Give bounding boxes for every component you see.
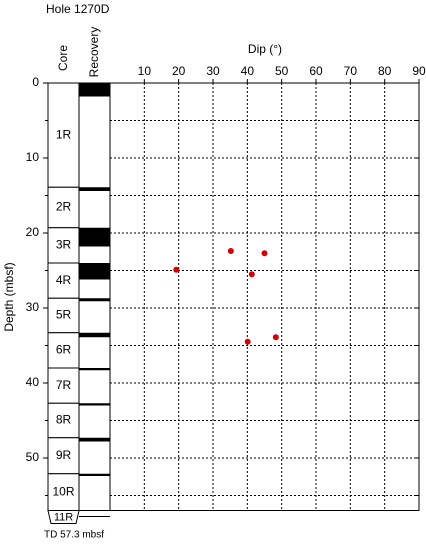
core-label: 1R [56, 127, 72, 141]
recovery-interval [79, 298, 110, 302]
y-tick-label: 50 [26, 450, 40, 464]
recovery-interval [79, 368, 110, 371]
dip-point [248, 271, 255, 278]
core [47, 510, 80, 524]
core [47, 332, 80, 369]
core-label: 4R [56, 273, 72, 287]
recovery-interval [79, 332, 110, 338]
x-tick-label: 30 [206, 64, 220, 78]
dip-point [173, 266, 180, 273]
x-tick-label: 80 [378, 64, 392, 78]
y-tick-label: 0 [32, 75, 39, 89]
dip-point [244, 338, 251, 345]
x-tick-label: 60 [309, 64, 323, 78]
recovery-column [78, 82, 111, 511]
x-tick-label: 40 [241, 64, 255, 78]
y-axis-label: Depth (mbsf) [2, 262, 16, 331]
core-label: 6R [56, 343, 72, 357]
core-label: 9R [56, 448, 72, 462]
core-label: 10R [52, 484, 74, 498]
y-tick-label: 20 [26, 225, 40, 239]
core-label: 5R [56, 308, 72, 322]
core [47, 473, 80, 511]
core [47, 82, 80, 188]
x-axis-label: Dip (°) [248, 42, 282, 56]
x-tick-label: 10 [138, 64, 152, 78]
plot-frame [109, 82, 420, 511]
core [47, 186, 80, 229]
dip-point [272, 334, 279, 341]
core-label: 3R [56, 238, 72, 252]
recovery-interval [79, 83, 110, 97]
note: TD 57.3 mbsf [44, 530, 104, 541]
recovery-interval [79, 187, 110, 191]
recovery-interval [79, 263, 110, 280]
x-tick-label: 90 [412, 64, 426, 78]
x-tick-label: 70 [344, 64, 358, 78]
core-label: 2R [56, 200, 72, 214]
dip-point [261, 250, 268, 257]
core-header: Core [56, 45, 70, 71]
recovery-interval [79, 473, 110, 476]
recovery-header: Recovery [87, 27, 101, 78]
y-tick-label: 30 [26, 300, 40, 314]
x-tick-label: 20 [172, 64, 186, 78]
dip-point [227, 248, 234, 254]
core-label: 8R [56, 413, 72, 427]
core-label: 7R [56, 378, 72, 392]
core-label: 11R [54, 511, 73, 523]
y-tick-label: 10 [26, 150, 40, 164]
x-tick-label: 50 [275, 64, 289, 78]
recovery-interval [79, 227, 110, 247]
recovery-interval [79, 403, 110, 406]
y-tick-label: 40 [26, 375, 40, 389]
chart-title: Hole 1270D [46, 2, 110, 16]
recovery-interval [79, 437, 110, 442]
